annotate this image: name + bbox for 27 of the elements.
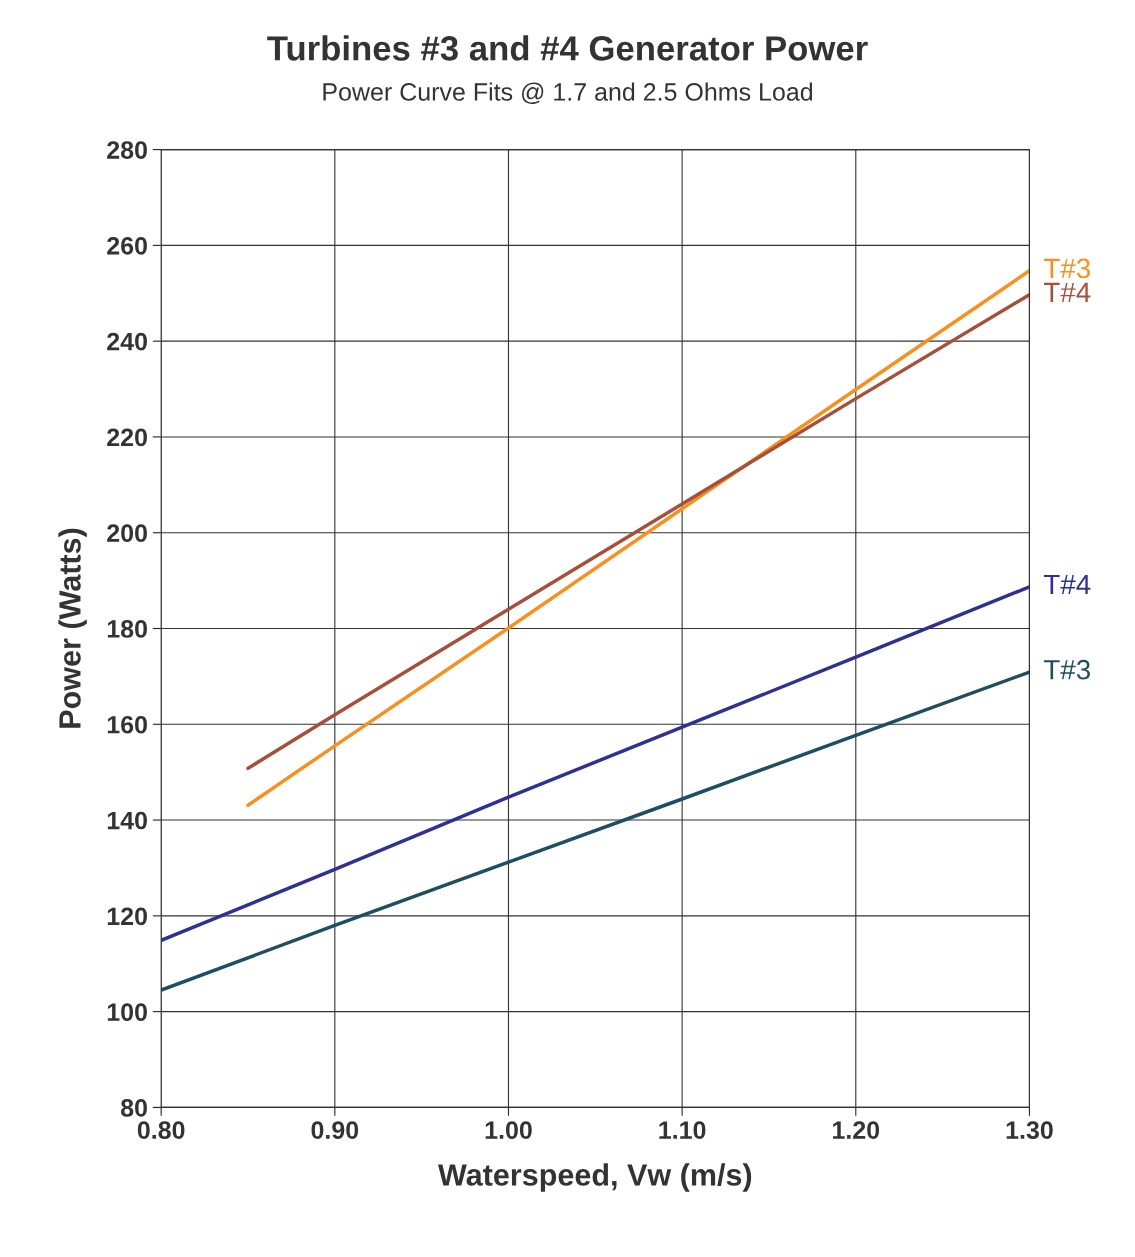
x-tick-label: 1.30 [1006, 1121, 1053, 1140]
y-tick-label: 180 [107, 620, 147, 638]
line-series [161, 585, 1030, 943]
x-tick-label: 0.80 [137, 1121, 185, 1139]
x-tick-label: 1.00 [485, 1121, 532, 1139]
series-label: T#4 [1043, 574, 1091, 595]
y-tick-label: 100 [107, 1003, 147, 1021]
x-axis-title: Waterspeed, Vw (m/s) [438, 1163, 752, 1192]
x-tick-label: 0.90 [311, 1121, 359, 1139]
series-label: T#4 [1043, 282, 1091, 302]
series-label: T#3 [1043, 659, 1090, 680]
y-tick-label: 260 [107, 236, 147, 255]
y-tick-label: 160 [107, 715, 147, 734]
x-tick-label: 1.10 [659, 1121, 706, 1139]
x-tick-label: 1.20 [833, 1121, 880, 1139]
line-series [161, 670, 1030, 992]
y-axis-title: Power (Watts) [58, 528, 87, 728]
y-tick-label: 240 [107, 332, 147, 351]
y-tick-label: 120 [107, 907, 147, 926]
chart-subtitle: Power Curve Fits @ 1.7 and 2.5 Ohms Load [323, 82, 813, 105]
series-label: T#3 [1043, 258, 1090, 279]
chart-title: Turbines #3 and #4 Generator Power [267, 35, 868, 61]
y-tick-label: 220 [107, 428, 147, 447]
y-tick-label: 140 [107, 811, 147, 830]
y-tick-label: 280 [107, 141, 147, 159]
y-tick-label: 200 [107, 524, 147, 543]
y-tick-label: 80 [120, 1099, 147, 1117]
